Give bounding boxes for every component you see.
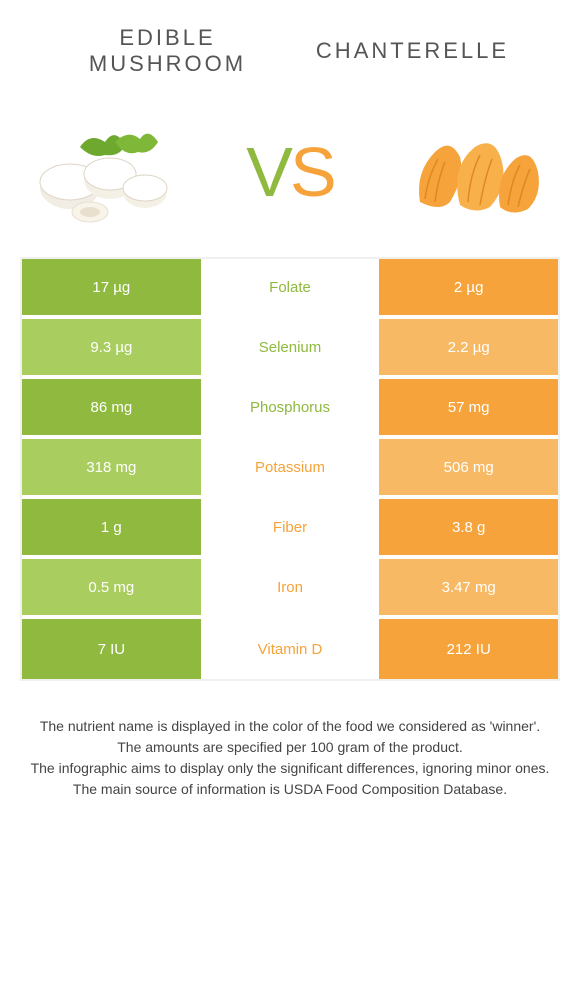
footer-line4: The main source of information is USDA F… bbox=[15, 779, 565, 800]
table-row: 86 mgPhosphorus57 mg bbox=[22, 379, 558, 439]
left-value: 9.3 µg bbox=[22, 319, 201, 375]
nutrient-name: Phosphorus bbox=[201, 379, 380, 435]
right-value: 212 IU bbox=[379, 619, 558, 679]
left-value: 0.5 mg bbox=[22, 559, 201, 615]
right-value: 3.47 mg bbox=[379, 559, 558, 615]
left-value: 7 IU bbox=[22, 619, 201, 679]
title-right: CHANTERELLE bbox=[290, 38, 535, 64]
vs-label: VS bbox=[246, 132, 333, 212]
left-value: 86 mg bbox=[22, 379, 201, 435]
title-left-line1: EDIBLE bbox=[45, 25, 290, 51]
footer-line3: The infographic aims to display only the… bbox=[15, 758, 565, 779]
compare-row: VS bbox=[0, 87, 580, 257]
right-value: 3.8 g bbox=[379, 499, 558, 555]
right-value: 506 mg bbox=[379, 439, 558, 495]
nutrient-name: Fiber bbox=[201, 499, 380, 555]
left-value: 17 µg bbox=[22, 259, 201, 315]
header-left-title: EDIBLE MUSHROOM bbox=[45, 25, 290, 77]
nutrient-name: Folate bbox=[201, 259, 380, 315]
nutrient-table: 17 µgFolate2 µg9.3 µgSelenium2.2 µg86 mg… bbox=[20, 257, 560, 681]
vs-s-letter: S bbox=[290, 133, 334, 211]
table-row: 0.5 mgIron3.47 mg bbox=[22, 559, 558, 619]
right-value: 2.2 µg bbox=[379, 319, 558, 375]
vs-v-letter: V bbox=[246, 133, 290, 211]
nutrient-name: Iron bbox=[201, 559, 380, 615]
header-right-title: CHANTERELLE bbox=[290, 38, 535, 64]
left-value: 1 g bbox=[22, 499, 201, 555]
table-row: 318 mgPotassium506 mg bbox=[22, 439, 558, 499]
nutrient-name: Selenium bbox=[201, 319, 380, 375]
footer-line1: The nutrient name is displayed in the co… bbox=[15, 716, 565, 737]
right-value: 2 µg bbox=[379, 259, 558, 315]
nutrient-name: Vitamin D bbox=[201, 619, 380, 679]
header: EDIBLE MUSHROOM CHANTERELLE bbox=[0, 0, 580, 87]
table-row: 7 IUVitamin D212 IU bbox=[22, 619, 558, 679]
nutrient-name: Potassium bbox=[201, 439, 380, 495]
left-value: 318 mg bbox=[22, 439, 201, 495]
table-row: 17 µgFolate2 µg bbox=[22, 259, 558, 319]
table-row: 1 gFiber3.8 g bbox=[22, 499, 558, 559]
footer-line2: The amounts are specified per 100 gram o… bbox=[15, 737, 565, 758]
chanterelle-image bbox=[390, 117, 560, 227]
title-left-line2: MUSHROOM bbox=[45, 51, 290, 77]
edible-mushroom-image bbox=[20, 117, 190, 227]
right-value: 57 mg bbox=[379, 379, 558, 435]
table-row: 9.3 µgSelenium2.2 µg bbox=[22, 319, 558, 379]
footer-notes: The nutrient name is displayed in the co… bbox=[0, 681, 580, 800]
